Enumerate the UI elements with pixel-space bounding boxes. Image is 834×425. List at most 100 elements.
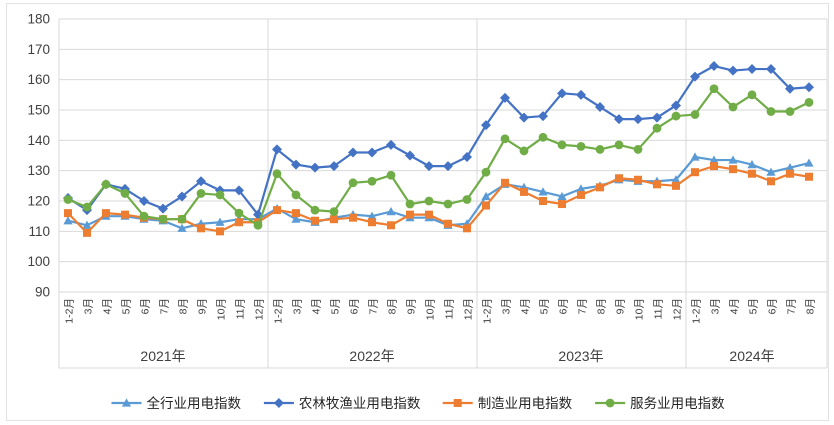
series-1-point-35: [728, 65, 738, 76]
legend-item-制造业用电指数: 制造业用电指数: [442, 396, 573, 411]
series-1-point-11: [272, 144, 282, 155]
series-3-point-20: [443, 199, 453, 209]
x-tick-label-15: 6月: [349, 298, 361, 314]
year-label-2024年: 2024年: [729, 348, 774, 364]
series-1-point-38: [785, 83, 795, 94]
x-tick-label-9: 11月: [235, 298, 247, 319]
series-2-point-20: [444, 219, 452, 228]
series-3-point-29: [614, 140, 624, 150]
series-1-point-31: [652, 112, 662, 123]
series-2-point-18: [406, 210, 414, 219]
x-tick-label-37: 6月: [767, 298, 779, 314]
series-2-point-17: [387, 221, 395, 230]
series-2-point-14: [330, 215, 338, 224]
series-2-point-0: [64, 209, 72, 218]
series-1-point-19: [424, 161, 434, 172]
y-tick-label-170: 170: [27, 42, 50, 57]
series-line-农林牧渔业用电指数: [66, 64, 811, 216]
series-0-point-39: [804, 158, 814, 167]
series-0-point-0: [63, 216, 73, 225]
x-tick-label-7: 9月: [197, 298, 209, 314]
series-3-point-6: [177, 214, 187, 224]
series-0-point-37: [766, 167, 776, 176]
series-3-point-27: [576, 142, 586, 151]
x-tick-label-10: 12月: [254, 298, 266, 320]
series-2-point-13: [311, 216, 319, 225]
y-tick-label-160: 160: [27, 72, 50, 87]
x-tick-label-18: 9月: [406, 298, 418, 314]
series-2-point-16: [368, 218, 376, 227]
x-tick-label-28: 8月: [596, 298, 608, 314]
series-2-point-34: [710, 162, 718, 171]
series-2-point-35: [729, 165, 737, 174]
series-3-point-11: [272, 169, 282, 179]
series-3-point-35: [728, 102, 738, 112]
series-line-制造业用电指数: [66, 165, 811, 234]
x-tick-label-25: 5月: [539, 298, 551, 314]
series-1-point-34: [709, 61, 719, 72]
series-0-point-26: [557, 191, 567, 201]
legend-label: 制造业用电指数: [478, 396, 573, 411]
series-2-point-32: [672, 181, 680, 190]
x-tick-label-12: 3月: [292, 298, 304, 314]
series-0-point-36: [747, 160, 757, 169]
x-tick-label-24: 4月: [520, 298, 532, 314]
x-tick-label-32: 12月: [672, 298, 684, 320]
x-tick-label-39: 8月: [805, 298, 817, 314]
series-1-point-4: [139, 196, 149, 206]
series-2-point-1: [83, 228, 91, 237]
year-label-2023年: 2023年: [558, 348, 603, 364]
series-1-point-29: [614, 114, 624, 125]
series-1-point-21: [462, 152, 472, 163]
series-1-point-39: [804, 82, 814, 93]
series-0-point-27: [576, 184, 586, 193]
series-3-point-36: [747, 90, 757, 100]
x-tick-label-36: 5月: [748, 298, 760, 314]
series-2-point-9: [235, 218, 243, 227]
x-tick-label-21: 12月: [463, 298, 475, 320]
legend-marker-square-icon: [453, 399, 462, 407]
series-2-point-22: [482, 201, 490, 210]
series-3-point-17: [386, 170, 396, 180]
series-2-point-37: [767, 177, 775, 186]
series-2-point-25: [539, 197, 547, 205]
series-2-point-15: [349, 213, 357, 222]
series-0-point-12: [291, 214, 301, 223]
series-0-point-1: [82, 220, 92, 229]
y-tick-label-120: 120: [27, 194, 50, 209]
series-3-point-23: [500, 134, 510, 144]
series-3-point-26: [557, 140, 567, 150]
series-3-point-19: [424, 196, 434, 206]
series-line-全行业用电指数: [66, 155, 811, 230]
series-2-point-19: [425, 210, 433, 219]
y-tick-label-110: 110: [28, 224, 50, 239]
series-0-point-6: [177, 223, 187, 232]
series-3-point-22: [481, 167, 491, 177]
x-tick-label-3: 5月: [121, 298, 133, 314]
series-1-point-18: [405, 150, 415, 161]
series-1-point-23: [500, 92, 510, 103]
series-1-point-36: [747, 64, 757, 75]
series-2-point-26: [558, 200, 566, 209]
series-3-point-9: [234, 208, 244, 218]
series-2-point-36: [748, 169, 756, 178]
series-1-point-37: [766, 64, 776, 75]
series-1-point-7: [196, 176, 206, 187]
year-label-2021年: 2021年: [140, 348, 185, 364]
series-0-point-34: [709, 155, 719, 164]
series-0-point-8: [215, 217, 225, 226]
series-2-point-31: [653, 180, 661, 189]
series-3-point-8: [215, 190, 225, 200]
series-2-point-29: [615, 174, 623, 183]
legend-label: 全行业用电指数: [147, 395, 242, 411]
series-3-point-1: [82, 202, 92, 212]
series-3-point-5: [158, 214, 168, 224]
series-2-point-27: [577, 190, 585, 199]
year-label-2022年: 2022年: [349, 348, 394, 364]
series-3-point-12: [291, 190, 301, 200]
series-3-point-31: [652, 123, 662, 133]
series-3-point-18: [405, 199, 415, 209]
series-2-point-21: [463, 224, 471, 233]
series-3-point-15: [348, 178, 358, 188]
